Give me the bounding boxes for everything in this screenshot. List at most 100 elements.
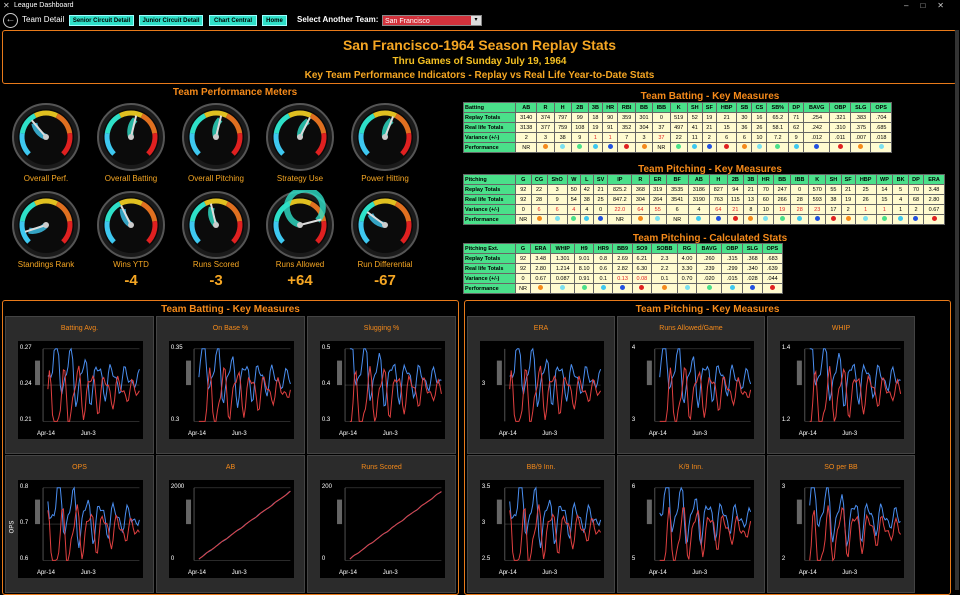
chart-scroll-handle	[796, 360, 802, 386]
gauge-value: -3	[209, 272, 223, 289]
series-line-real	[509, 504, 601, 561]
gauge-label: Power Hitting	[361, 174, 409, 183]
gauge-label: Overall Batting	[104, 174, 158, 183]
table-cell	[808, 214, 827, 225]
chevron-down-icon[interactable]: ▾	[471, 16, 481, 25]
table-cell	[651, 283, 679, 294]
performance-dot-icon	[571, 216, 577, 221]
table-cell: 26	[854, 194, 877, 205]
table-cell	[825, 214, 842, 225]
table-cell: 21	[715, 112, 738, 123]
table-cell: .020	[695, 273, 723, 284]
nav-bar: ← Team Detail Senior Circuit Detail Junio…	[0, 12, 960, 29]
table-cell	[601, 142, 619, 153]
table-cell: 0.67	[530, 273, 552, 284]
table-cell: 16	[751, 112, 768, 123]
performance-dot-icon	[624, 144, 630, 149]
table-cell	[715, 142, 738, 153]
table-cell: 827	[709, 184, 728, 195]
table-cell: 3541	[665, 194, 689, 205]
table-cell: 6	[546, 204, 568, 215]
table-cell	[631, 214, 650, 225]
y-tick-label: 0.21	[19, 417, 32, 424]
table-cell: 2.80	[530, 263, 552, 274]
table-cell	[751, 142, 768, 153]
table-cell: .239	[695, 263, 723, 274]
table-header: DP	[907, 174, 925, 185]
chart-cell: BB/9 Inn. 3.5 3 2.5 Apr-14 Jun-3	[467, 455, 615, 593]
table-cell: 319	[648, 184, 667, 195]
table-cell: 2	[514, 132, 538, 143]
team-select[interactable]: San Francisco ▾	[382, 15, 482, 26]
performance-dot-icon	[560, 144, 566, 149]
gauge-label: Wins YTD	[113, 260, 149, 269]
chart-title: OPS	[72, 464, 87, 471]
table-cell: .011	[829, 132, 852, 143]
chart-cell: ERA 3 Apr-14 Jun-3	[467, 316, 615, 454]
table-header: K	[808, 174, 827, 185]
y-tick-label: 0	[170, 556, 175, 563]
performance-dot-icon	[554, 216, 560, 221]
table-cell: 0.087	[550, 273, 576, 284]
window-controls[interactable]: –□✕	[904, 1, 956, 10]
gauge-7	[181, 190, 251, 260]
table-cell	[790, 214, 810, 225]
table-row: Replay Totals 92 3.48 1.301 9.01 0.8 2.69 6.21 2…	[463, 253, 784, 264]
table-cell: 368	[631, 184, 650, 195]
x-tick-label: Jun-3	[542, 431, 558, 437]
table-cell	[870, 142, 892, 153]
y-tick-label: 0.35	[170, 344, 183, 351]
table-cell	[536, 142, 555, 153]
table-cell: 1.301	[550, 253, 576, 264]
series-line-real	[659, 507, 751, 561]
table-cell: 6.30	[631, 263, 653, 274]
table-header: SLG	[742, 243, 763, 254]
page-scrollbar[interactable]	[955, 30, 959, 590]
table-header: HR	[757, 174, 775, 185]
table-cell: 1	[587, 132, 603, 143]
table-header: H	[553, 102, 572, 113]
x-tick-label: Apr-14	[338, 431, 357, 437]
nav-button-2[interactable]: Chart Central	[209, 15, 257, 26]
table-header: Pitching Ext.	[463, 243, 516, 254]
table-header: OBP	[721, 243, 744, 254]
performance-dot-icon	[837, 144, 843, 149]
table-cell: 825.2	[607, 184, 633, 195]
back-arrow-icon[interactable]: ←	[3, 13, 18, 28]
table-header: SOBB	[651, 243, 679, 254]
table-row: Real life Totals 92 2.80 1.214 8.10 0.6 2.82 6.…	[463, 263, 784, 274]
nav-button-0[interactable]: Senior Circuit Detail	[69, 15, 134, 26]
table-cell: 19	[773, 204, 792, 215]
table-cell: .375	[850, 122, 872, 133]
x-tick-label: Jun-3	[382, 431, 398, 437]
table-cell: 847.2	[607, 194, 633, 205]
chart-title: SO per BB	[824, 464, 858, 471]
table-cell: 1.214	[550, 263, 576, 274]
x-tick-label: Apr-14	[36, 570, 55, 576]
performance-dot-icon	[600, 285, 606, 290]
table-cell: 4	[579, 204, 594, 215]
table-cell: 5	[892, 184, 909, 195]
table-cell: 7	[617, 132, 636, 143]
table-cell: 374	[536, 112, 555, 123]
performance-dot-icon	[676, 144, 682, 149]
gauge-label: Overall Pitching	[187, 174, 245, 183]
nav-button-3[interactable]: Home	[262, 15, 287, 26]
table-header: BAVG	[803, 102, 831, 113]
table-cell: .639	[761, 263, 784, 274]
table-cell: 28	[790, 204, 810, 215]
table-header: 2B	[726, 174, 745, 185]
table-cell: 23	[808, 204, 827, 215]
nav-button-1[interactable]: Junior Circuit Detail	[139, 15, 203, 26]
table-header: BK	[892, 174, 909, 185]
series-line-real	[509, 365, 601, 422]
table-header: CS	[751, 102, 768, 113]
table-header: H	[709, 174, 728, 185]
x-tick-label: Apr-14	[187, 431, 206, 437]
table-cell	[923, 214, 945, 225]
table-header: HR	[601, 102, 619, 113]
table-cell: 115	[726, 194, 745, 205]
table-cell: 0	[514, 273, 532, 284]
table-cell: 6	[665, 204, 689, 215]
table-cell: .368	[742, 253, 763, 264]
